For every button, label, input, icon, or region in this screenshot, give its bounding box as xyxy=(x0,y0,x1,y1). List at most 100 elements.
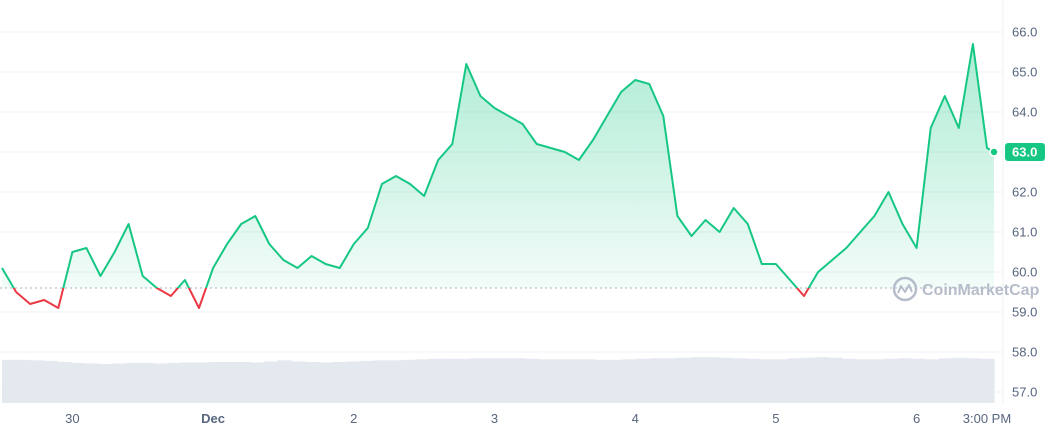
x-tick-label: Dec xyxy=(201,411,225,426)
volume-bar xyxy=(498,358,513,403)
x-axis: 30 Dec 2 3 4 5 6 3:00 PM xyxy=(65,411,1011,426)
volume-bar xyxy=(566,359,582,403)
volume-bar xyxy=(801,357,816,403)
volume-bar xyxy=(236,361,251,403)
volume-bar xyxy=(938,358,954,403)
volume-bar xyxy=(952,357,968,403)
current-price-tag: 63.0 xyxy=(989,143,1045,161)
volume-bar xyxy=(15,359,31,403)
volume-bar xyxy=(842,358,857,403)
price-area-fill xyxy=(2,44,994,288)
volume-bar xyxy=(966,358,981,403)
x-tick-label: 3:00 PM xyxy=(963,411,1011,426)
volume-bar xyxy=(525,358,540,403)
x-tick-label: 2 xyxy=(350,411,357,426)
volume-bar xyxy=(194,362,210,403)
volume-bar xyxy=(43,360,58,403)
volume-bar xyxy=(401,359,416,403)
x-tick-label: 6 xyxy=(913,411,920,426)
volume-bar xyxy=(773,359,788,403)
volume-bar xyxy=(690,357,706,403)
y-tick-label: 61.0 xyxy=(1012,225,1037,240)
volume-bar xyxy=(622,359,637,403)
volume-bar xyxy=(677,357,692,403)
volume-bar xyxy=(167,362,182,403)
price-area xyxy=(2,44,994,288)
volume-bars xyxy=(2,357,995,403)
y-tick-label: 59.0 xyxy=(1012,305,1037,320)
volume-bar xyxy=(277,360,292,403)
current-price-tag-bg xyxy=(1005,143,1045,161)
volume-bar xyxy=(897,358,912,403)
volume-bar xyxy=(608,359,623,403)
current-price-label: 63.0 xyxy=(1012,145,1037,160)
x-tick-label: 30 xyxy=(65,411,79,426)
price-line-down xyxy=(12,288,810,309)
volume-bar xyxy=(718,357,733,403)
volume-bar xyxy=(139,362,155,403)
volume-bar xyxy=(484,358,499,403)
price-lines xyxy=(1,43,995,309)
y-tick-label: 57.0 xyxy=(1012,385,1037,400)
volume-bar xyxy=(704,357,720,403)
volume-bar xyxy=(925,359,940,403)
volume-bar xyxy=(470,358,485,403)
volume-bar xyxy=(387,360,403,403)
y-tick-label: 65.0 xyxy=(1012,65,1037,80)
volume-bar xyxy=(415,359,430,403)
volume-bar xyxy=(263,361,279,403)
volume-bar xyxy=(980,358,995,403)
x-tick-label: 4 xyxy=(632,411,639,426)
volume-bar xyxy=(883,358,899,403)
volume-bar xyxy=(181,362,196,403)
volume-bar xyxy=(746,358,761,403)
y-tick-label: 58.0 xyxy=(1012,345,1037,360)
volume-bar xyxy=(222,361,237,403)
y-tick-label: 64.0 xyxy=(1012,105,1037,120)
volume-bar xyxy=(539,359,554,403)
volume-bar xyxy=(511,358,527,403)
volume-bar xyxy=(112,363,127,403)
x-tick-label: 5 xyxy=(772,411,779,426)
coinmarketcap-logo-mark xyxy=(897,284,913,294)
volume-bar xyxy=(856,359,871,403)
x-tick-label: 3 xyxy=(491,411,498,426)
volume-bar xyxy=(153,363,168,403)
volume-bar xyxy=(305,361,320,403)
y-tick-label: 60.0 xyxy=(1012,265,1037,280)
volume-bar xyxy=(208,361,224,403)
volume-bar xyxy=(787,358,802,403)
volume-bar xyxy=(84,363,100,403)
volume-bar xyxy=(2,359,17,403)
y-axis: 57.0 58.0 59.0 60.0 61.0 62.0 63.0 64.0 65.0 66.0 xyxy=(1012,25,1037,400)
volume-bar xyxy=(291,361,306,403)
coinmarketcap-watermark: CoinMarketCap xyxy=(892,276,1040,302)
volume-bar xyxy=(553,359,568,403)
volume-bar xyxy=(374,360,389,403)
volume-bar xyxy=(250,362,265,403)
volume-bar xyxy=(828,357,844,403)
volume-bar xyxy=(318,362,334,403)
volume-bar xyxy=(759,359,775,403)
volume-bar xyxy=(57,361,72,403)
volume-bar xyxy=(870,359,885,403)
volume-bar xyxy=(98,364,113,403)
volume-bar xyxy=(360,360,375,403)
price-line-up xyxy=(1,43,995,288)
y-tick-label: 66.0 xyxy=(1012,25,1037,40)
volume-bar xyxy=(635,358,651,403)
volume-bar xyxy=(332,361,348,403)
volume-bar xyxy=(580,359,596,403)
volume-bar xyxy=(911,358,926,403)
volume-bar xyxy=(456,358,472,403)
volume-bar xyxy=(126,362,141,403)
volume-bar xyxy=(29,360,44,403)
coinmarketcap-logo-icon xyxy=(892,276,918,302)
volume-bar xyxy=(663,358,678,403)
y-tick-label: 62.0 xyxy=(1012,185,1037,200)
watermark-text: CoinMarketCap xyxy=(922,282,1040,299)
volume-bar xyxy=(442,358,458,403)
current-price-dot xyxy=(989,147,999,157)
